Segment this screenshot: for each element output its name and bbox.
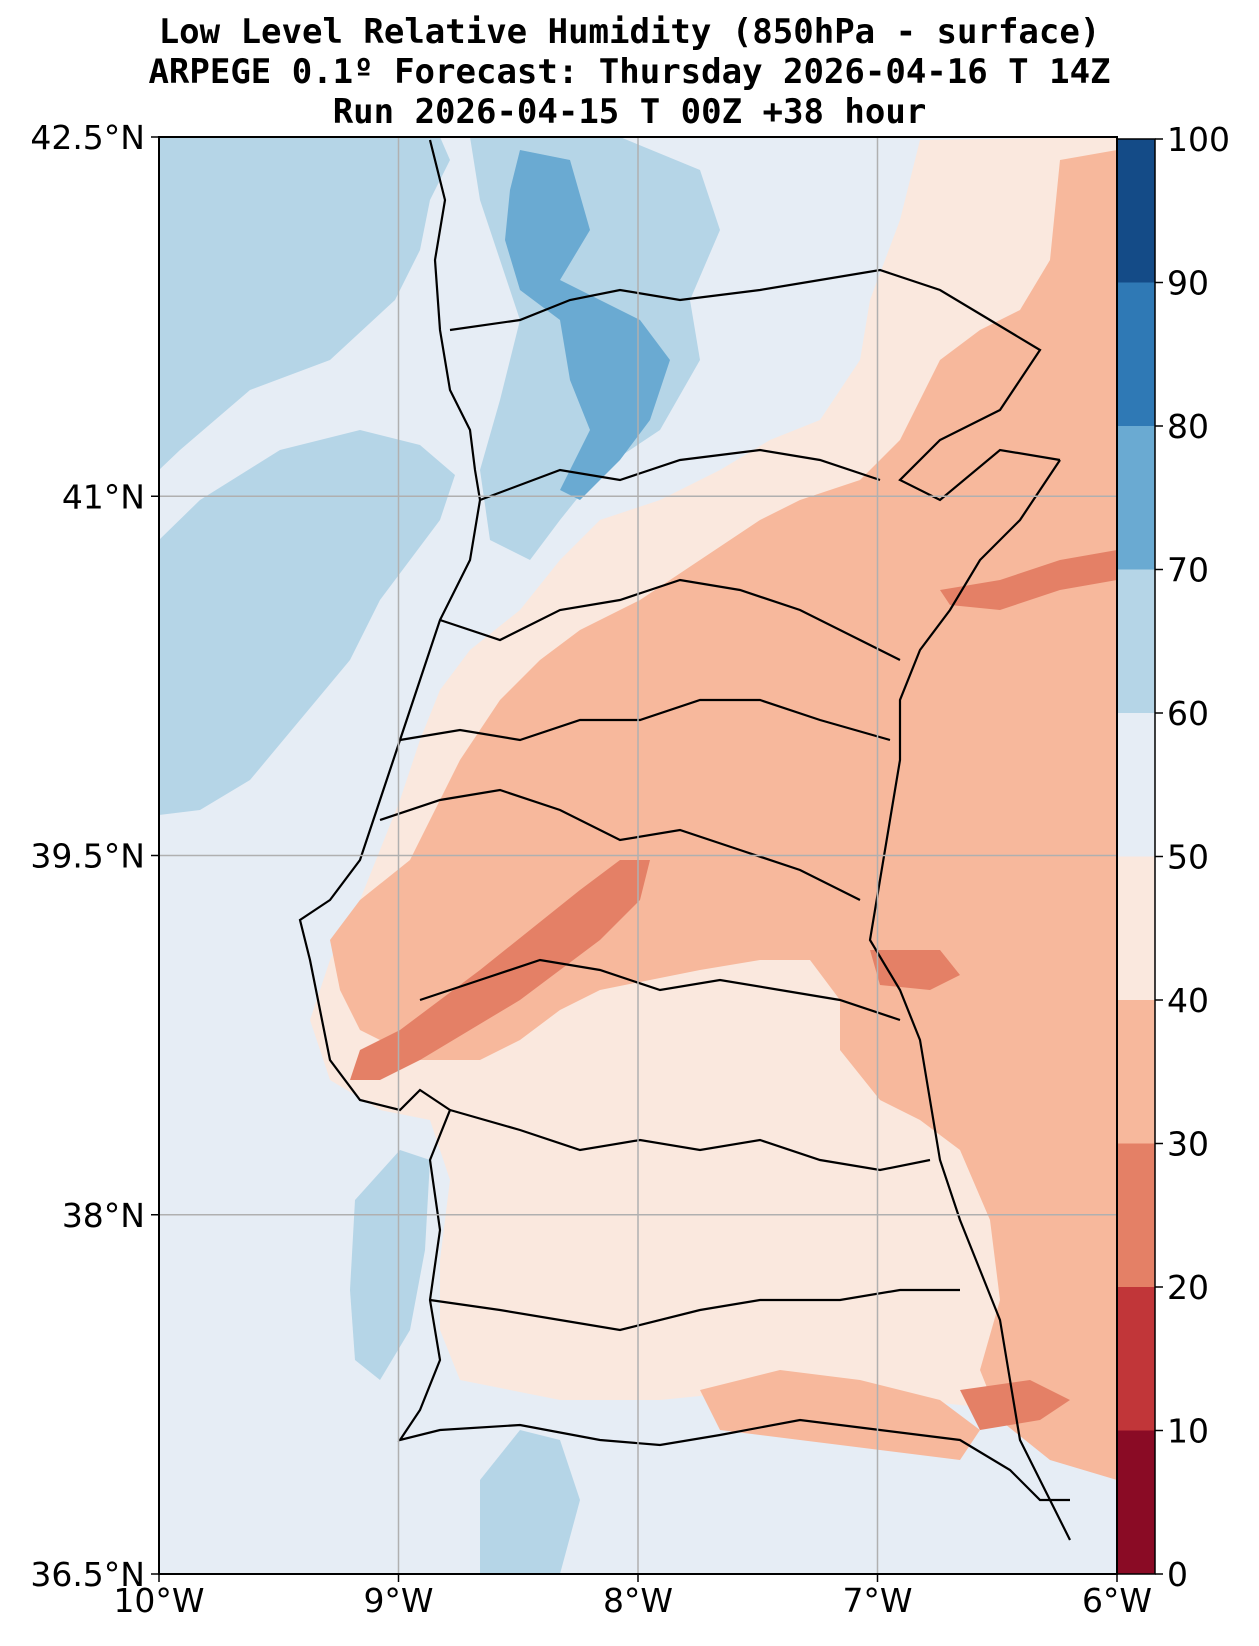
tick-label-lat-0: 42.5°N [30, 118, 145, 157]
tick-label-lat-1: 41°N [62, 477, 145, 516]
axes: 10°W 9°W 8°W 7°W 6°W 42.5°N 41°N 39.5°N 38°N 36.5… [30, 118, 1152, 1620]
colorbar-label-7: 70 [1167, 551, 1209, 590]
ocean-humid-field [159, 137, 450, 470]
title-line-3: Run 2026-04-15 T 00Z +38 hour [332, 92, 927, 132]
interior-dry-field [330, 150, 1117, 1480]
northern-moist-core [505, 150, 670, 500]
map-frame [158, 136, 1118, 1575]
tick-label-lon-0: 10°W [113, 1581, 204, 1620]
district-border-7 [429, 1288, 960, 1332]
southern-humid-patch [480, 1430, 580, 1574]
tick-label-lat-2: 39.5°N [30, 837, 145, 876]
colorbar-label-6: 60 [1167, 694, 1209, 733]
colorbar-label-1: 10 [1167, 1412, 1209, 1451]
title-line-1: Low Level Relative Humidity (850hPa - su… [158, 12, 1101, 52]
colorbar-segment-9 [1117, 139, 1155, 283]
eastern-dry-pocket [940, 550, 1117, 610]
colorbar-segment-4 [1117, 856, 1155, 1000]
colorbar-label-4: 40 [1167, 981, 1209, 1020]
tick-label-lon-1: 9°W [363, 1581, 433, 1620]
southern-dry-band [700, 1370, 980, 1460]
ocean-humid-field-central [159, 430, 455, 815]
colorbar-label-3: 30 [1167, 1125, 1209, 1164]
colorbar-segment-2 [1117, 1143, 1155, 1287]
colorbar-label-10: 100 [1167, 120, 1230, 159]
humidity-fields [159, 137, 1117, 1574]
colorbar-label-5: 50 [1167, 838, 1209, 877]
district-border-2 [439, 578, 901, 661]
central-dry-pocket [870, 950, 960, 990]
colorbar-label-9: 90 [1167, 264, 1209, 303]
colorbar-segment-5 [1117, 713, 1155, 857]
colorbar-segment-3 [1117, 1000, 1155, 1144]
colorbar-segment-7 [1117, 426, 1155, 570]
district-border-5 [419, 958, 901, 1022]
district-border-1 [479, 448, 881, 502]
title-line-2: ARPEGE 0.1º Forecast: Thursday 2026-04-1… [148, 52, 1111, 92]
coastline [298, 139, 1070, 1502]
colorbar-segment-1 [1117, 1287, 1155, 1431]
tick-label-lat-4: 36.5°N [30, 1555, 145, 1594]
colorbar-label-8: 80 [1167, 407, 1209, 446]
coastal-humid-strip [350, 1150, 430, 1380]
tick-label-lat-3: 38°N [62, 1196, 145, 1235]
district-border-6 [449, 1108, 931, 1172]
colorbar-segment-8 [1117, 282, 1155, 426]
colorbar: 0 10 20 30 40 50 60 70 80 90 100 [1116, 120, 1230, 1594]
tick-label-lon-2: 8°W [603, 1581, 673, 1620]
colorbar-segment-0 [1117, 1430, 1155, 1574]
district-border-4 [379, 788, 861, 901]
tagus-valley-very-dry [350, 860, 650, 1080]
borders [298, 139, 1071, 1541]
northern-border [449, 268, 1061, 502]
eastern-border [868, 459, 1071, 1541]
colorbar-segment-6 [1117, 569, 1155, 713]
colorbar-label-0: 0 [1167, 1555, 1188, 1594]
colorbar-label-2: 20 [1167, 1268, 1209, 1307]
tick-label-lon-3: 7°W [842, 1581, 912, 1620]
tick-label-lon-4: 6°W [1082, 1581, 1152, 1620]
district-border-3 [399, 698, 891, 742]
